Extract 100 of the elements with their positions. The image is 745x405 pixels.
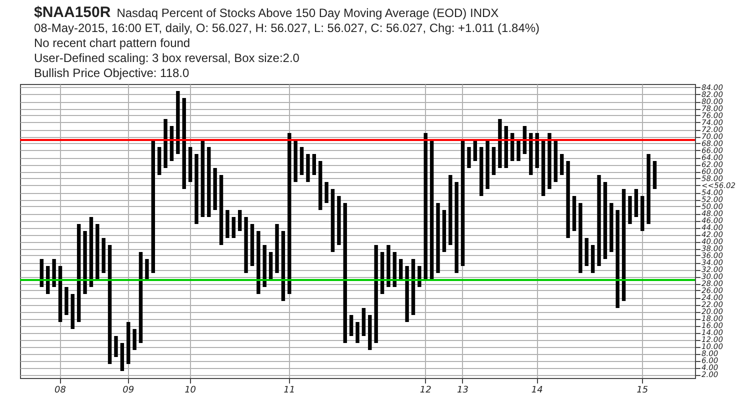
bar — [430, 140, 434, 280]
bar — [102, 238, 106, 273]
bar — [398, 259, 403, 280]
bar — [516, 140, 520, 161]
bar — [164, 119, 168, 168]
bar — [436, 203, 440, 273]
bar — [529, 133, 533, 175]
chart-title: $NAA150R — [34, 4, 111, 21]
bar — [622, 189, 626, 301]
bar — [64, 287, 68, 315]
bar — [58, 266, 62, 322]
bar — [405, 266, 409, 322]
bar — [108, 245, 112, 364]
bar — [560, 154, 564, 175]
bar — [89, 217, 94, 287]
bar — [646, 154, 650, 224]
bar — [424, 133, 428, 280]
x-tick-label: 09 — [122, 386, 134, 396]
bar — [584, 238, 588, 266]
bar — [318, 161, 322, 210]
bar — [411, 259, 416, 315]
bar — [603, 182, 608, 259]
x-tick-label: 15 — [636, 386, 648, 396]
x-tick-label: 13 — [457, 386, 469, 396]
bar — [76, 224, 81, 322]
bar — [330, 189, 335, 252]
x-tick-label: 08 — [54, 386, 66, 396]
bar — [628, 196, 632, 224]
bar — [281, 231, 286, 301]
bar — [114, 336, 118, 357]
bar — [467, 147, 471, 168]
text: User-Defined scaling: 3 box reversal, Box size:2.0 — [34, 51, 300, 66]
bar — [541, 140, 546, 196]
bar — [590, 245, 595, 273]
bar — [454, 182, 458, 273]
bar — [96, 224, 100, 280]
bar — [244, 217, 248, 273]
bar — [138, 252, 143, 343]
bar — [83, 231, 87, 294]
bar — [324, 182, 328, 203]
x-tick-label: 11 — [284, 386, 296, 396]
bar — [368, 315, 372, 350]
text: 08-May-2015, 16:00 ET, daily, O: 56.027, H: 56.027, L: 56.027, C: 56.027, Chg: +1.011 (1.84%) — [34, 21, 541, 36]
bar — [262, 245, 266, 287]
bar — [479, 147, 484, 196]
bar — [597, 175, 601, 266]
bar — [486, 140, 490, 189]
bar — [151, 140, 155, 273]
bar — [535, 133, 539, 168]
bar — [176, 91, 180, 154]
bar — [126, 322, 130, 364]
bar — [548, 133, 552, 189]
bar — [232, 217, 236, 238]
text: Bullish Price Objective: 118.0 — [34, 66, 190, 81]
bar — [182, 98, 186, 189]
bar — [238, 210, 242, 231]
bar — [652, 161, 657, 189]
x-tick-label: 10 — [184, 386, 196, 396]
bar — [448, 175, 452, 245]
bar — [268, 252, 273, 280]
bar — [275, 224, 279, 273]
x-tick-label: 12 — [420, 386, 432, 396]
bar — [362, 308, 366, 336]
bar — [610, 203, 614, 252]
bar — [616, 210, 620, 308]
bar — [157, 147, 162, 175]
bar — [145, 259, 149, 280]
bar — [492, 147, 496, 175]
bar — [306, 154, 310, 182]
bar — [578, 203, 582, 273]
bar — [554, 140, 558, 182]
bar — [386, 245, 390, 287]
bar — [288, 133, 292, 294]
bar — [207, 147, 211, 217]
bar — [219, 175, 224, 245]
bar — [460, 140, 465, 266]
bar — [52, 259, 56, 287]
bar — [213, 168, 217, 210]
bar — [250, 224, 254, 266]
bar — [640, 196, 644, 231]
x-tick-label: 14 — [531, 386, 544, 396]
bar — [194, 154, 198, 224]
bar — [300, 147, 304, 175]
bar — [256, 231, 260, 294]
bar — [343, 203, 347, 343]
bar — [188, 147, 192, 182]
bar — [498, 119, 502, 168]
bar — [504, 126, 508, 168]
bar — [349, 315, 354, 336]
bar — [473, 140, 478, 161]
bar — [356, 322, 360, 343]
bar — [120, 343, 124, 371]
bar — [70, 294, 74, 329]
bar — [226, 210, 230, 238]
text: No recent chart pattern found — [34, 36, 192, 51]
bar — [132, 329, 136, 350]
bar — [442, 210, 446, 252]
bar — [294, 140, 298, 182]
bar — [634, 189, 638, 217]
bar — [374, 245, 378, 343]
